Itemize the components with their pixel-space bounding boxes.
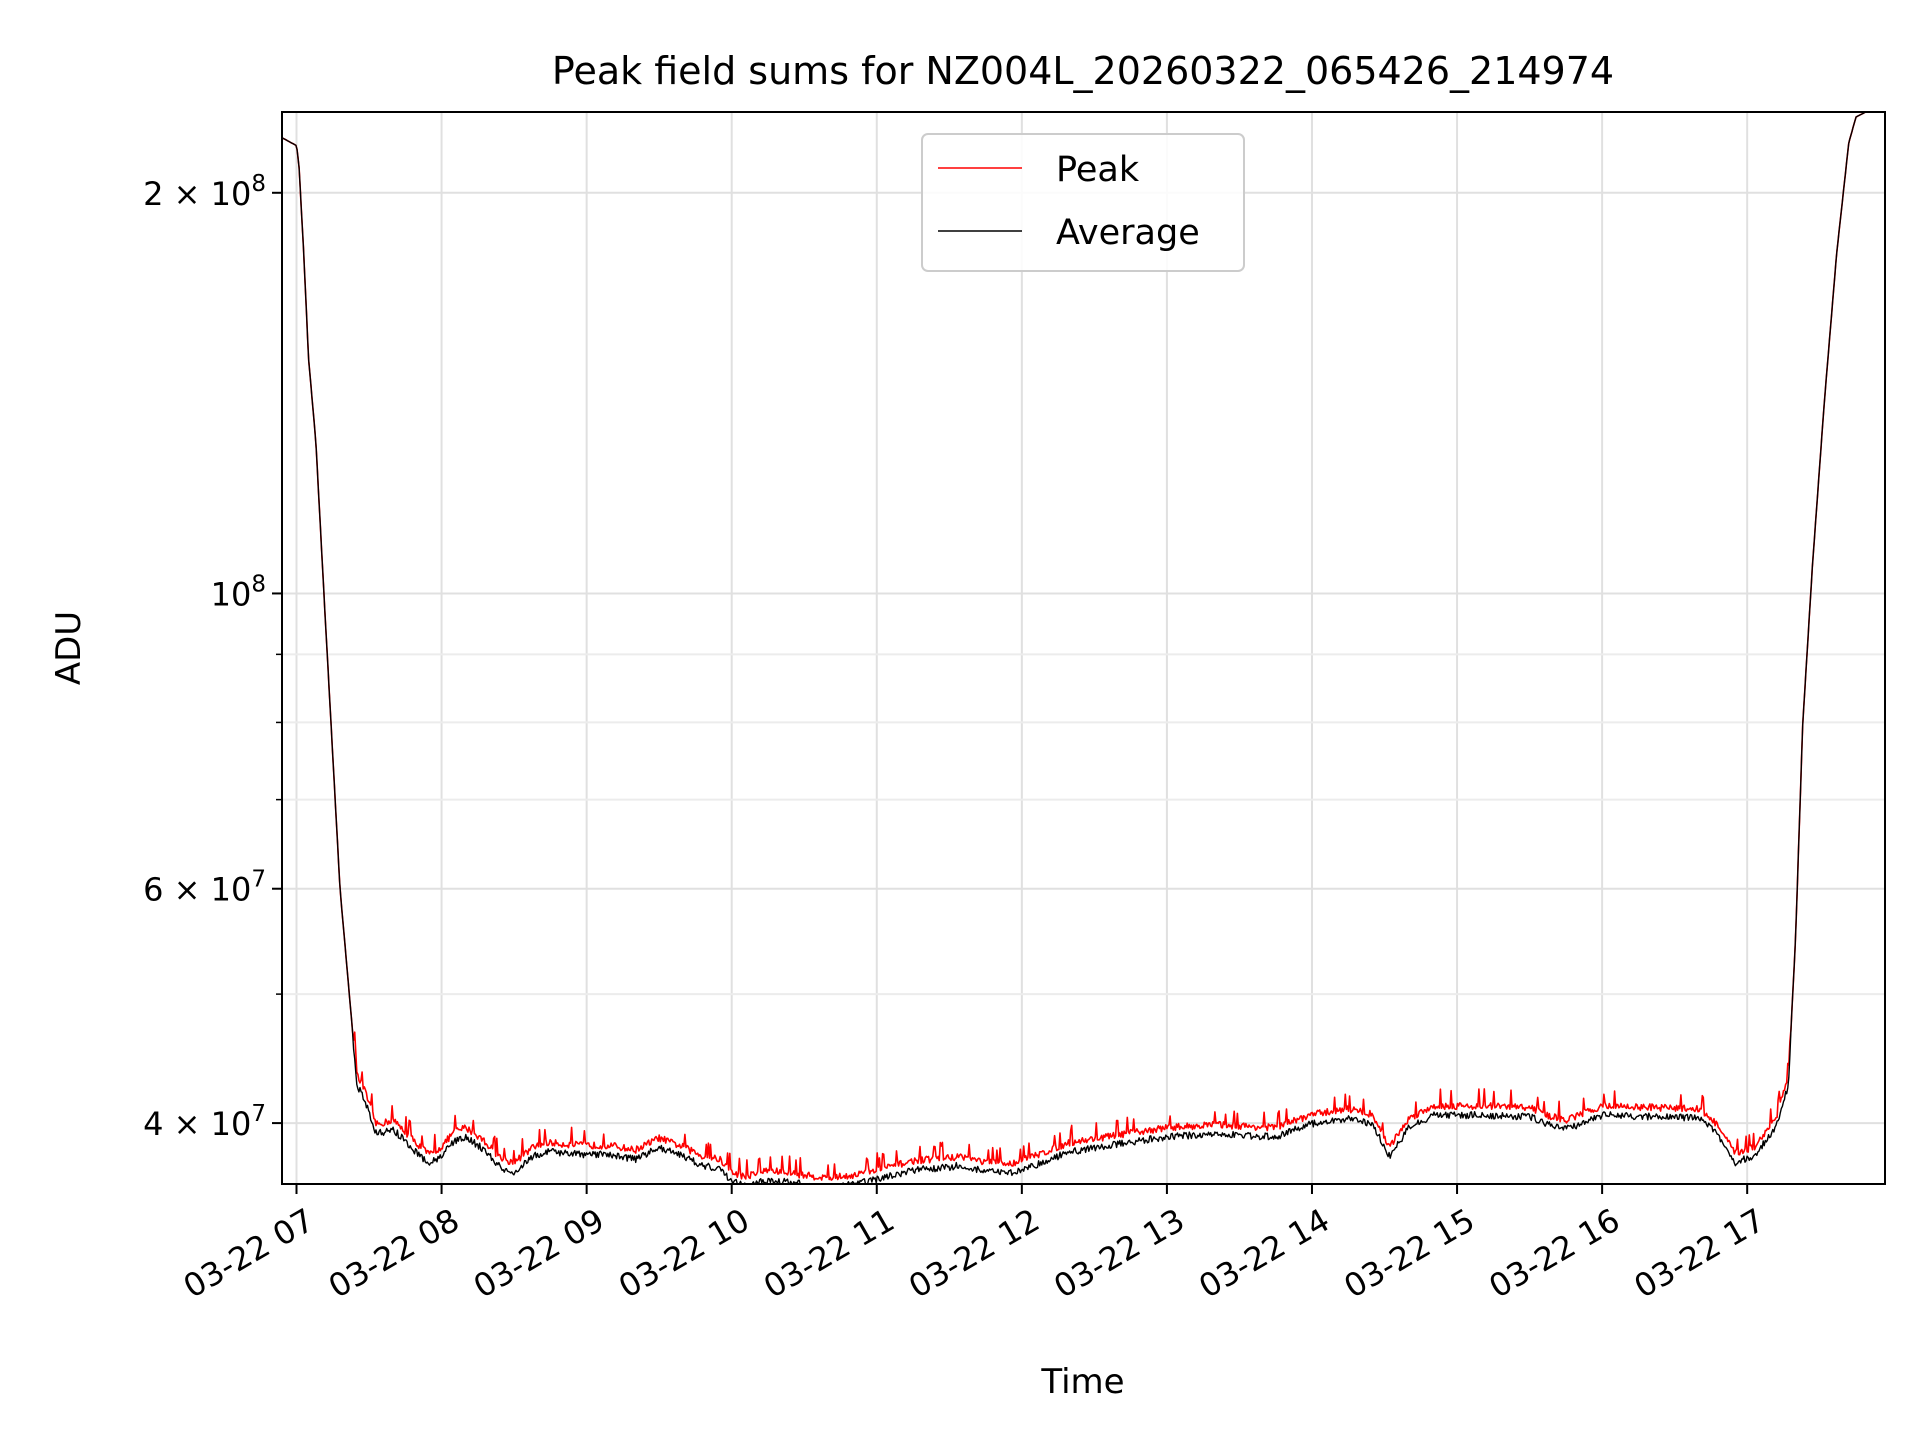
legend-label-average: Average bbox=[1056, 213, 1200, 253]
legend: Peak Average bbox=[921, 133, 1245, 272]
series-line-peak bbox=[281, 111, 1885, 1181]
legend-label-peak: Peak bbox=[1056, 150, 1140, 190]
y-tick-label: 4 × 107 bbox=[143, 1101, 266, 1143]
series-lines bbox=[281, 111, 1885, 1185]
y-tick-label: 2 × 108 bbox=[143, 171, 266, 213]
y-axis-label: ADU bbox=[49, 611, 89, 685]
chart-title: Peak field sums for NZ004L_20260322_0654… bbox=[552, 49, 1614, 93]
y-tick-label: 108 bbox=[211, 571, 266, 613]
plot-frame bbox=[281, 111, 1886, 1185]
x-axis-label: Time bbox=[1040, 1362, 1124, 1402]
y-tick-label: 6 × 107 bbox=[143, 867, 266, 909]
series-line-average bbox=[281, 111, 1885, 1185]
